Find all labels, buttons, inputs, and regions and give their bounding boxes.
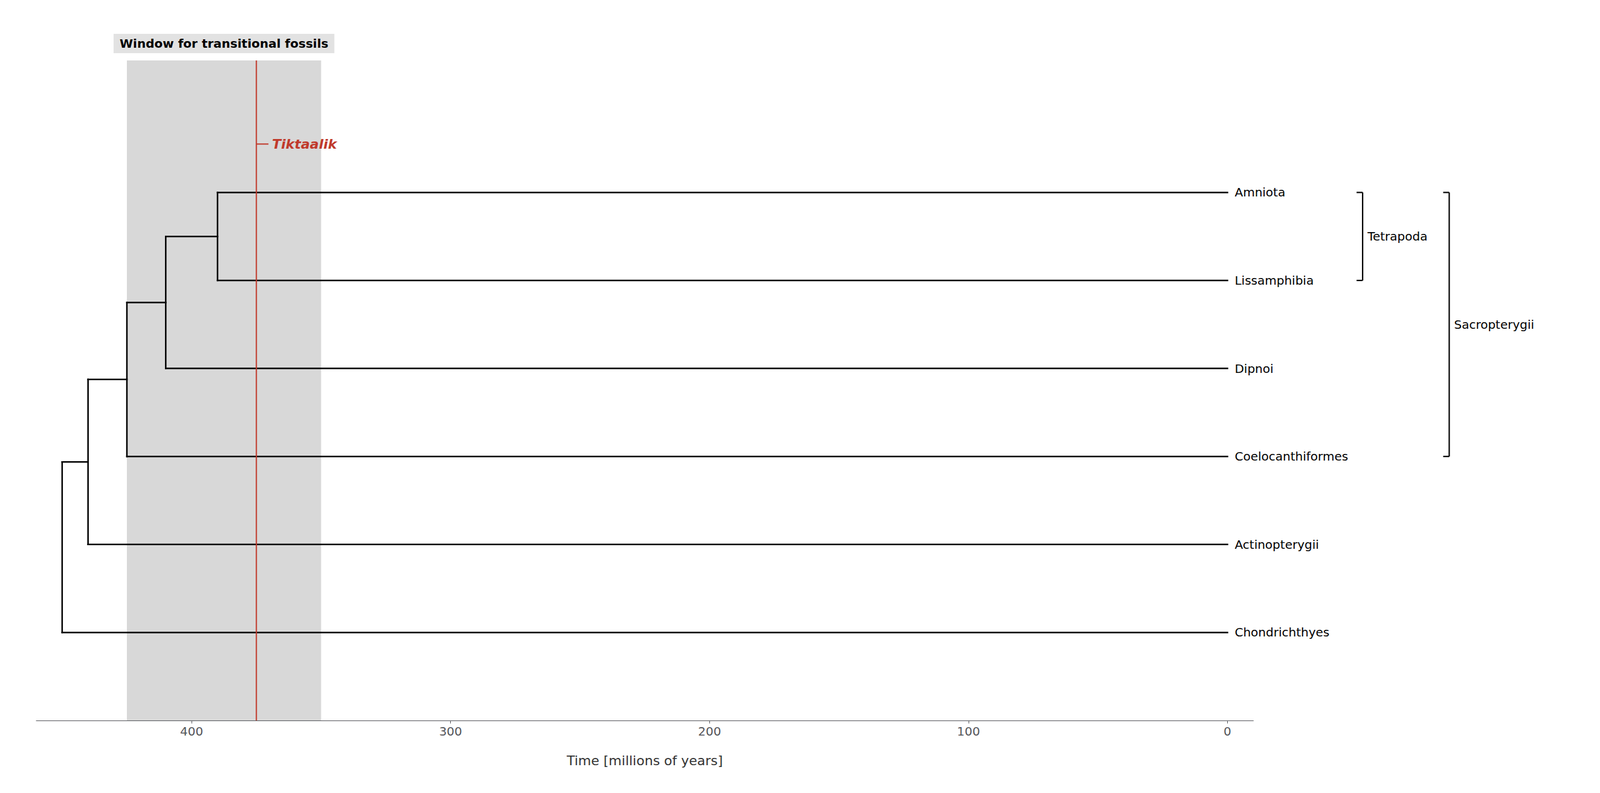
svg-text:Amniota: Amniota (1234, 184, 1286, 200)
svg-text:300: 300 (439, 723, 463, 739)
svg-text:Dipnoi: Dipnoi (1234, 361, 1274, 376)
svg-text:Chondrichthyes: Chondrichthyes (1234, 624, 1330, 640)
svg-text:Tetrapoda: Tetrapoda (1366, 229, 1428, 244)
svg-text:Actinopterygii: Actinopterygii (1234, 537, 1319, 552)
svg-text:Coelocanthiformes: Coelocanthiformes (1234, 448, 1349, 464)
svg-text:200: 200 (697, 723, 721, 739)
svg-text:400: 400 (180, 723, 204, 739)
svg-text:Sacropterygii: Sacropterygii (1453, 317, 1535, 332)
svg-text:0: 0 (1223, 723, 1232, 739)
svg-text:Tiktaalik: Tiktaalik (271, 136, 338, 152)
svg-text:Time [millions of years]: Time [millions of years] (566, 752, 723, 768)
svg-text:100: 100 (957, 723, 981, 739)
svg-text:Window for transitional fossil: Window for transitional fossils (119, 36, 329, 51)
svg-text:Lissamphibia: Lissamphibia (1234, 273, 1314, 288)
